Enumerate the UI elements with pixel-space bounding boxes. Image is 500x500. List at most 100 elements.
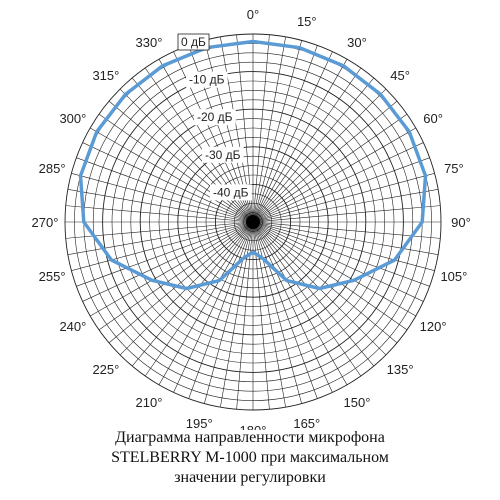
angle-label: 60° bbox=[423, 111, 443, 126]
grid-spoke bbox=[98, 113, 254, 223]
grid-spoke bbox=[252, 127, 416, 223]
grid-spoke bbox=[98, 221, 254, 331]
caption-line-3: значении регулировки bbox=[174, 469, 326, 486]
grid-spoke bbox=[108, 100, 254, 223]
grid-spoke bbox=[252, 221, 270, 410]
angle-label: 135° bbox=[387, 362, 414, 377]
grid-spoke bbox=[76, 221, 254, 287]
grid-spoke bbox=[252, 221, 439, 255]
caption-line-1: Диаграмма направленности микрофона bbox=[115, 429, 385, 446]
grid-spoke bbox=[252, 221, 348, 385]
grid-spoke bbox=[252, 88, 387, 223]
angle-label: 15° bbox=[297, 14, 317, 29]
grid-spoke bbox=[90, 221, 254, 317]
angle-label: 105° bbox=[440, 269, 467, 284]
angle-label: 75° bbox=[444, 161, 464, 176]
angle-label: 0° bbox=[247, 7, 259, 22]
grid-spoke bbox=[252, 173, 435, 223]
angle-label: 210° bbox=[136, 395, 163, 410]
angle-label: 165° bbox=[293, 416, 320, 430]
grid-spoke bbox=[252, 100, 398, 223]
angle-label: 270° bbox=[32, 215, 59, 230]
radial-label-box bbox=[194, 109, 236, 126]
grid-spoke bbox=[158, 221, 254, 385]
grid-spoke bbox=[252, 40, 302, 223]
grid-spoke bbox=[67, 221, 254, 255]
grid-spoke bbox=[252, 221, 375, 367]
grid-spoke bbox=[76, 157, 254, 223]
grid-spoke bbox=[252, 51, 333, 223]
grid-spoke bbox=[252, 59, 348, 223]
radial-label: -20 дБ bbox=[197, 110, 233, 124]
grid-spoke bbox=[90, 127, 254, 223]
grid-spoke bbox=[252, 221, 424, 302]
grid-spoke bbox=[252, 221, 302, 404]
angle-labels: 0° 15° 30° 45° 60° 75° 90° 105° 120° 135° 150° 165°… bbox=[32, 7, 471, 430]
radial-label: 0 дБ bbox=[181, 35, 206, 49]
grid-spoke bbox=[188, 221, 254, 399]
grid-spoke bbox=[252, 189, 439, 223]
grid-spoke bbox=[108, 221, 254, 344]
angle-label: 330° bbox=[136, 35, 163, 50]
grid-spoke bbox=[71, 173, 254, 223]
radial-label: -10 дБ bbox=[189, 73, 225, 87]
angle-label: 120° bbox=[420, 319, 447, 334]
radial-label: -30 дБ bbox=[205, 148, 241, 162]
series-group bbox=[78, 39, 428, 291]
grid-spoke bbox=[252, 113, 408, 223]
grid-spoke bbox=[252, 205, 441, 223]
grid-spoke bbox=[252, 45, 318, 223]
angle-label: 225° bbox=[92, 362, 119, 377]
grid-spoke bbox=[252, 221, 318, 399]
grid-spoke bbox=[252, 221, 398, 344]
grid-spoke bbox=[252, 221, 441, 239]
angle-label: 315° bbox=[92, 68, 119, 83]
angle-label: 150° bbox=[344, 395, 371, 410]
radial-label: -40 дБ bbox=[213, 185, 249, 199]
polar-chart: 0 дБ -10 дБ -20 дБ -30 дБ -40 дБ 0° 15° 30° 45°… bbox=[32, 7, 471, 430]
angle-label: 255° bbox=[39, 269, 66, 284]
grid-spoke bbox=[82, 142, 254, 223]
grid-spoke bbox=[131, 221, 254, 367]
grid-spoke bbox=[252, 142, 424, 223]
grid-spoke bbox=[252, 221, 430, 287]
grid-spoke bbox=[252, 221, 416, 317]
grid-spoke bbox=[71, 221, 254, 271]
grid-spoke bbox=[236, 221, 254, 410]
grid-spoke bbox=[173, 221, 254, 393]
grid-spoke bbox=[252, 221, 362, 377]
angle-label: 90° bbox=[451, 215, 471, 230]
grid-spoke bbox=[252, 34, 270, 223]
grid-spoke bbox=[252, 221, 435, 271]
angle-label: 45° bbox=[390, 68, 410, 83]
chart-caption: Диаграмма направленности микрофона STELB… bbox=[0, 428, 500, 488]
caption-line-2: STELBERRY M-1000 при максимальном bbox=[111, 449, 389, 466]
angle-label: 300° bbox=[59, 111, 86, 126]
grid-spoke bbox=[65, 221, 254, 239]
angle-label: 180° bbox=[240, 423, 267, 430]
polar-grid bbox=[64, 33, 442, 411]
grid-spoke bbox=[82, 221, 254, 302]
grid-spoke bbox=[252, 157, 430, 223]
grid-spoke bbox=[252, 36, 286, 223]
angle-label: 285° bbox=[39, 161, 66, 176]
angle-label: 30° bbox=[347, 35, 367, 50]
grid-spoke bbox=[144, 221, 254, 377]
grid-spoke bbox=[65, 205, 254, 223]
grid-spoke bbox=[252, 67, 362, 223]
grid-spoke bbox=[220, 221, 254, 408]
grid-spoke bbox=[204, 221, 254, 404]
radial-label-box bbox=[210, 184, 252, 201]
grid-spoke bbox=[252, 77, 375, 223]
grid-spoke bbox=[252, 221, 408, 331]
radial-labels: 0 дБ -10 дБ -20 дБ -30 дБ -40 дБ bbox=[177, 33, 252, 201]
radial-label-box bbox=[186, 71, 228, 88]
radial-label-box bbox=[177, 33, 210, 51]
angle-label: 240° bbox=[59, 319, 86, 334]
angle-label: 195° bbox=[186, 416, 213, 430]
grid-spoke bbox=[67, 189, 254, 223]
grid-spoke bbox=[252, 221, 333, 393]
series-line bbox=[78, 39, 428, 291]
radial-label-box bbox=[202, 146, 244, 163]
grid-hub bbox=[246, 215, 260, 229]
